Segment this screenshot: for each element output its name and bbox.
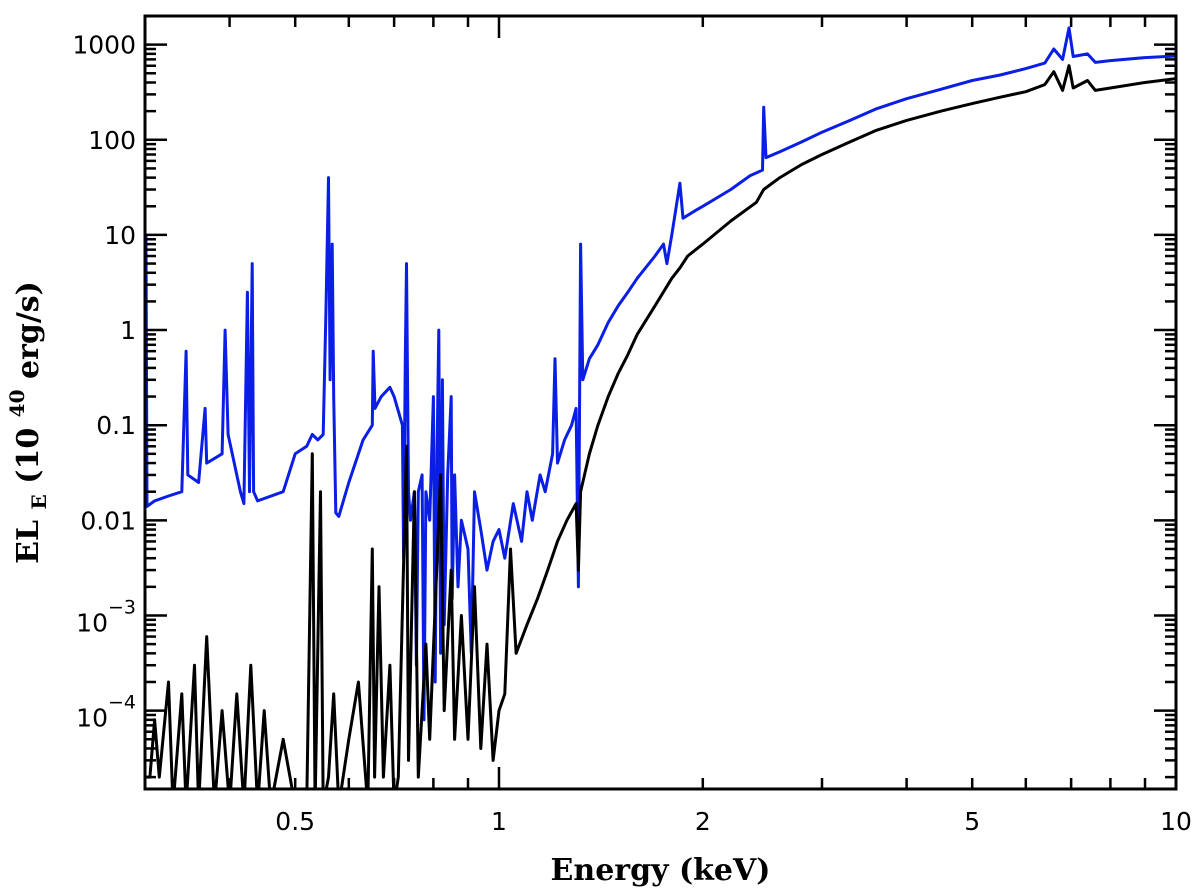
y-tick-label: 100 (88, 126, 136, 155)
y-tick-label: 0.1 (96, 411, 136, 440)
y-tick-label: 0.01 (80, 506, 136, 535)
y-tick-label: 1000 (72, 31, 136, 60)
y-tick-label: 1 (120, 316, 136, 345)
x-tick-label: 10 (1160, 807, 1192, 836)
plot-area (145, 16, 1176, 789)
x-tick-label: 1 (491, 807, 507, 836)
series-line-model-blue (145, 26, 1176, 722)
y-tick-label: 10−3 (76, 596, 136, 637)
plot-frame (143, 14, 1178, 791)
y-tick-label: 10−4 (76, 692, 136, 733)
x-tick-label: 5 (964, 807, 980, 836)
series-line-model-black (145, 64, 1176, 789)
x-tick-label: 2 (695, 807, 711, 836)
y-tick-label: 10 (104, 221, 136, 250)
x-tick-label: 0.5 (275, 807, 315, 836)
y-axis-title: EL E (10 40 erg/s) (0, 281, 54, 564)
x-axis-title: Energy (keV) (551, 853, 771, 888)
